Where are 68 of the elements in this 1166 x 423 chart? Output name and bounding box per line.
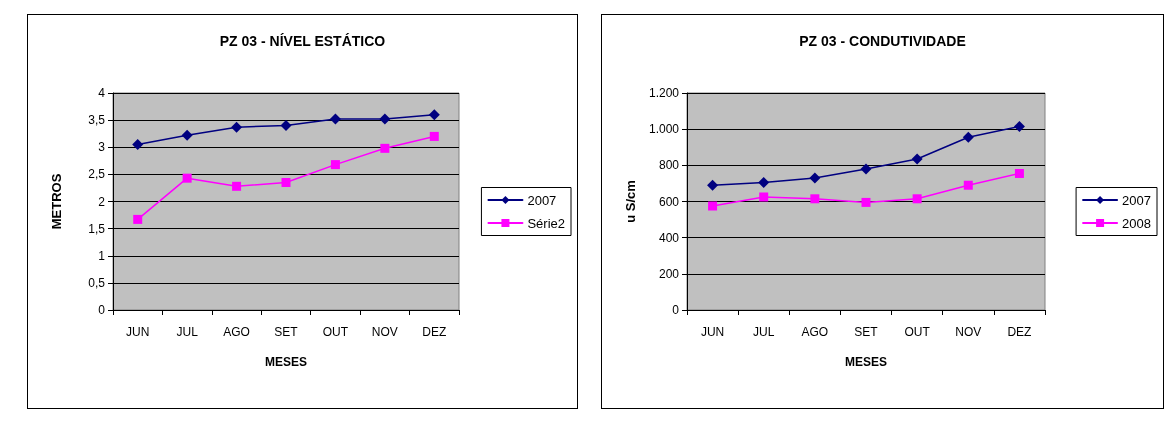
x-tick-label: NOV — [371, 325, 398, 339]
point — [329, 113, 341, 125]
x-tick-label: NOV — [955, 325, 982, 339]
x-tick-label: JUN — [700, 325, 725, 339]
y-tick-label: 1.000 — [648, 122, 680, 137]
y-tick-label: 0,5 — [88, 275, 106, 290]
point — [758, 177, 770, 189]
x-tick-label: SET — [854, 325, 879, 339]
x-tick-label: JUN — [126, 325, 150, 339]
point — [133, 214, 143, 224]
y-tick-label: 800 — [658, 158, 680, 173]
x-tick-label: DEZ — [422, 325, 447, 339]
point — [231, 121, 243, 133]
y-axis-title: METROS — [49, 173, 64, 230]
point — [1013, 120, 1025, 132]
y-tick-label: 0 — [98, 303, 106, 317]
point — [181, 129, 193, 141]
point — [182, 173, 192, 183]
point — [330, 160, 340, 170]
x-tick-label: OUT — [904, 325, 931, 339]
y-tick-label: 1 — [98, 248, 106, 263]
point — [860, 163, 872, 175]
x-tick-label: DEZ — [1007, 325, 1032, 339]
x-tick-label: AGO — [801, 325, 829, 339]
x-tick-label: AGO — [223, 325, 250, 339]
point — [962, 131, 974, 143]
point — [132, 139, 144, 151]
legend-label: 2008 — [1122, 215, 1151, 231]
point — [280, 120, 292, 132]
point — [861, 197, 871, 207]
y-tick-label: 2,5 — [88, 167, 106, 182]
y-tick-label: 4 — [98, 86, 106, 100]
y-tick-label: 1,5 — [88, 221, 106, 236]
y-tick-label: 3,5 — [88, 113, 106, 128]
point — [809, 172, 821, 184]
point — [911, 153, 923, 165]
chart-title: PZ 03 - NÍVEL ESTÁTICO — [219, 33, 386, 49]
legend-label: Série2 — [527, 215, 565, 231]
point — [759, 192, 769, 202]
x-tick-label: JUL — [176, 325, 199, 339]
y-axis-title: u S/cm — [623, 180, 638, 223]
legend-label: 2007 — [1122, 192, 1151, 208]
chart-title: PZ 03 - CONDUTIVIDADE — [799, 33, 966, 49]
point — [707, 179, 719, 191]
y-tick-label: 3 — [98, 140, 106, 155]
legend-label: 2007 — [527, 192, 557, 208]
point — [810, 194, 820, 204]
y-tick-label: 0 — [672, 303, 680, 317]
point — [1014, 168, 1024, 178]
point — [380, 143, 390, 153]
point — [428, 109, 440, 121]
point — [429, 131, 439, 141]
point — [281, 178, 291, 188]
x-axis-title: MESES — [844, 355, 888, 369]
x-tick-label: OUT — [322, 325, 349, 339]
x-axis-title: MESES — [264, 355, 308, 369]
y-tick-label: 200 — [658, 266, 680, 281]
point — [379, 113, 391, 125]
y-tick-label: 1.200 — [648, 86, 680, 100]
point — [963, 180, 973, 190]
y-tick-label: 400 — [658, 230, 680, 245]
x-tick-label: SET — [274, 325, 299, 339]
point — [232, 181, 242, 191]
point — [912, 194, 922, 204]
x-tick-label: JUL — [753, 325, 775, 339]
y-tick-label: 600 — [658, 194, 680, 209]
y-tick-label: 2 — [98, 194, 106, 209]
point — [708, 201, 718, 211]
